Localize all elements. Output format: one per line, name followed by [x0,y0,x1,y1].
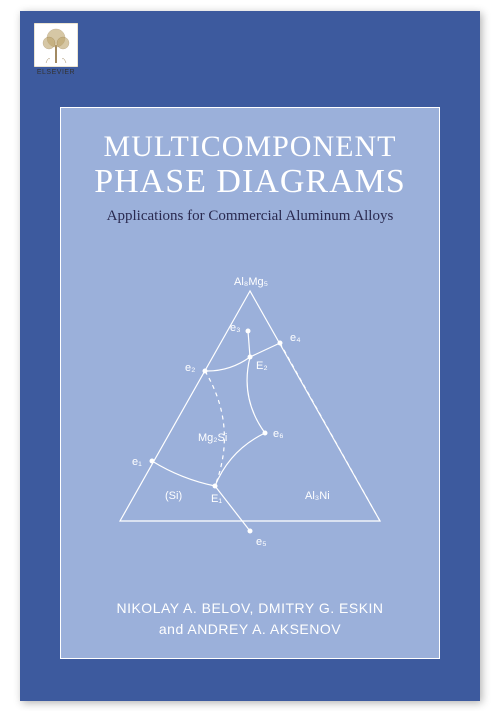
svg-text:e₃: e₃ [230,322,241,334]
svg-text:e₁: e₁ [132,456,142,468]
svg-text:e₆: e₆ [273,428,284,440]
svg-text:E₁: E₁ [211,493,222,505]
svg-text:e₅: e₅ [256,536,267,548]
elsevier-tree-icon [34,23,78,67]
author-2: DMITRY G. ESKIN [258,600,383,616]
publisher-name: ELSEVIER [37,69,75,76]
svg-text:Mg₂Si: Mg₂Si [198,432,227,444]
authors-line-2: and ANDREY A. AKSENOV [79,619,421,640]
svg-text:Al₃Ni: Al₃Ni [305,490,330,502]
author-3: ANDREY A. AKSENOV [187,621,341,637]
svg-text:e₂: e₂ [185,362,195,374]
author-1: NIKOLAY A. BELOV [116,600,249,616]
authors-line-1: NIKOLAY A. BELOV, DMITRY G. ESKIN [79,598,421,619]
svg-text:(Si): (Si) [165,490,182,502]
inner-panel: MULTICOMPONENT PHASE DIAGRAMS Applicatio… [60,107,440,659]
publisher-logo: ELSEVIER [32,23,80,81]
title-line-1: MULTICOMPONENT [79,130,421,163]
book-cover: ELSEVIER MULTICOMPONENT PHASE DIAGRAMS A… [20,11,480,701]
phase-diagram: e₃ e₄ E₂ e₂ e₆ e₁ E₁ e₅ Al₈Mg₅ Mg₂Si (Si) Al₃Ni [79,235,421,588]
authors-block: NIKOLAY A. BELOV, DMITRY G. ESKIN and AN… [79,598,421,640]
title-line-2: PHASE DIAGRAMS [79,163,421,200]
svg-text:E₂: E₂ [256,360,268,372]
svg-text:e₄: e₄ [290,332,301,344]
subtitle: Applications for Commercial Aluminum All… [79,208,421,225]
phase-diagram-svg: e₃ e₄ E₂ e₂ e₆ e₁ E₁ e₅ Al₈Mg₅ Mg₂Si (Si) Al₃Ni [90,271,410,551]
svg-text:Al₈Mg₅: Al₈Mg₅ [234,276,268,288]
